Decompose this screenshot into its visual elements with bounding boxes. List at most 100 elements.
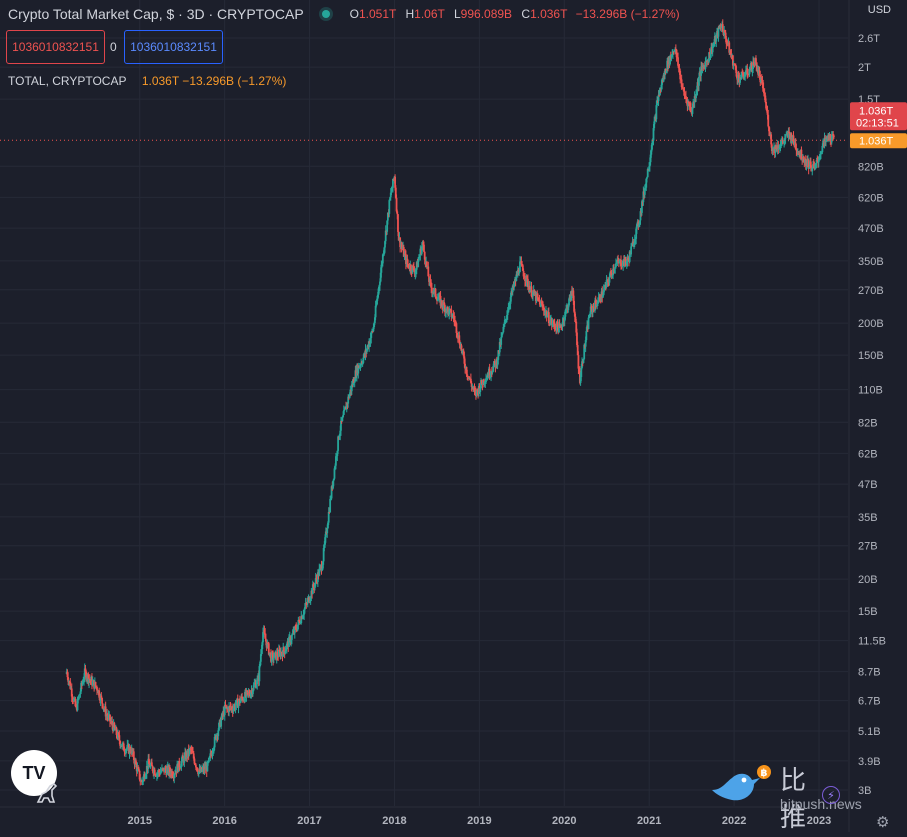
candle-body	[368, 341, 371, 348]
gear-icon[interactable]: ⚙	[876, 814, 890, 831]
candle-body	[553, 323, 556, 328]
candle-body	[774, 145, 777, 154]
candle-body	[549, 320, 552, 324]
candle-body	[220, 719, 223, 727]
candle-body	[575, 321, 578, 333]
candle-body	[682, 88, 685, 92]
candle-body	[413, 270, 416, 274]
candle-body	[635, 228, 638, 239]
candle-body	[397, 214, 399, 232]
candle-body	[765, 108, 768, 111]
candle-body	[633, 239, 636, 244]
candle-body	[131, 748, 134, 753]
lightning-icon[interactable]: ⚡	[822, 786, 840, 804]
y-tick-label: 2.6T	[858, 33, 880, 45]
candle-body	[544, 312, 547, 314]
candle-body	[547, 312, 550, 324]
candle-body	[501, 334, 503, 338]
candle-body	[454, 321, 457, 324]
candle-body	[145, 773, 147, 777]
candle-body	[484, 382, 487, 384]
candle-body	[400, 244, 403, 247]
candle-body	[601, 291, 604, 298]
candle-body	[410, 264, 412, 271]
candle-body	[689, 106, 692, 108]
candle-body	[273, 652, 276, 658]
candle-body	[178, 760, 181, 768]
candle-body	[328, 511, 331, 513]
candle-body	[266, 642, 269, 648]
candle-body	[122, 743, 125, 751]
candle-body	[390, 191, 393, 193]
candle-body	[755, 58, 757, 63]
candle-body	[290, 639, 293, 643]
candle-body	[111, 721, 114, 726]
currency-selector[interactable]: USD	[867, 4, 891, 16]
candle-body	[583, 344, 586, 359]
candle-body	[540, 302, 543, 304]
candle-body	[589, 306, 592, 315]
candle-body	[816, 160, 819, 162]
candle-body	[797, 151, 800, 153]
candle-body	[169, 767, 171, 773]
candle-body	[139, 779, 142, 781]
candle-body	[417, 260, 420, 268]
candle-body	[518, 272, 521, 274]
candle-body	[602, 294, 604, 298]
candle-body	[709, 53, 712, 58]
candle-body	[670, 55, 673, 58]
tradingview-logo-icon[interactable]: TV	[11, 750, 57, 796]
candle-body	[572, 290, 575, 301]
candle-body	[160, 771, 163, 773]
candle-body	[249, 693, 252, 697]
candle-body	[508, 303, 511, 306]
candle-body	[468, 377, 471, 379]
candle-body	[450, 309, 453, 317]
candle-body	[425, 261, 428, 267]
candle-body	[630, 246, 633, 255]
candle-body	[239, 700, 242, 703]
candle-body	[208, 756, 211, 758]
candle-body	[514, 279, 516, 284]
candle-body	[742, 72, 744, 76]
candle-body	[521, 263, 524, 266]
candle-body	[659, 88, 661, 96]
candle-body	[290, 634, 293, 640]
candle-body	[698, 76, 700, 86]
candle-body	[106, 714, 109, 716]
candle-body	[580, 367, 583, 378]
candle-body	[587, 317, 590, 330]
candle-body	[825, 138, 827, 142]
candle-body	[142, 777, 145, 782]
candle-body	[592, 307, 595, 309]
close-value: 1.036T	[530, 7, 568, 21]
sell-button[interactable]: 1036010832151	[6, 30, 105, 64]
candle-body	[265, 638, 267, 642]
candle-body	[298, 620, 301, 622]
candle-body	[752, 61, 754, 69]
candle-body	[117, 732, 119, 739]
candle-body	[633, 243, 635, 247]
candle-body	[422, 242, 425, 245]
candle-body	[521, 265, 524, 271]
candle-body	[590, 306, 593, 308]
candle-body	[147, 758, 150, 769]
buy-button[interactable]: 1036010832151	[124, 30, 223, 64]
candle-body	[181, 756, 184, 762]
candle-body	[818, 157, 821, 160]
candle-body	[728, 42, 731, 53]
candle-body	[144, 776, 147, 779]
candle-body	[507, 307, 510, 313]
candle-body	[695, 94, 697, 99]
candle-body	[729, 51, 732, 54]
candle-body	[364, 349, 367, 356]
candle-body	[608, 277, 611, 283]
candle-body	[693, 96, 696, 103]
candle-body	[384, 241, 386, 248]
candle-body	[480, 380, 482, 389]
candle-body	[688, 103, 691, 107]
candle-body	[618, 260, 621, 264]
candle-body	[78, 694, 81, 696]
